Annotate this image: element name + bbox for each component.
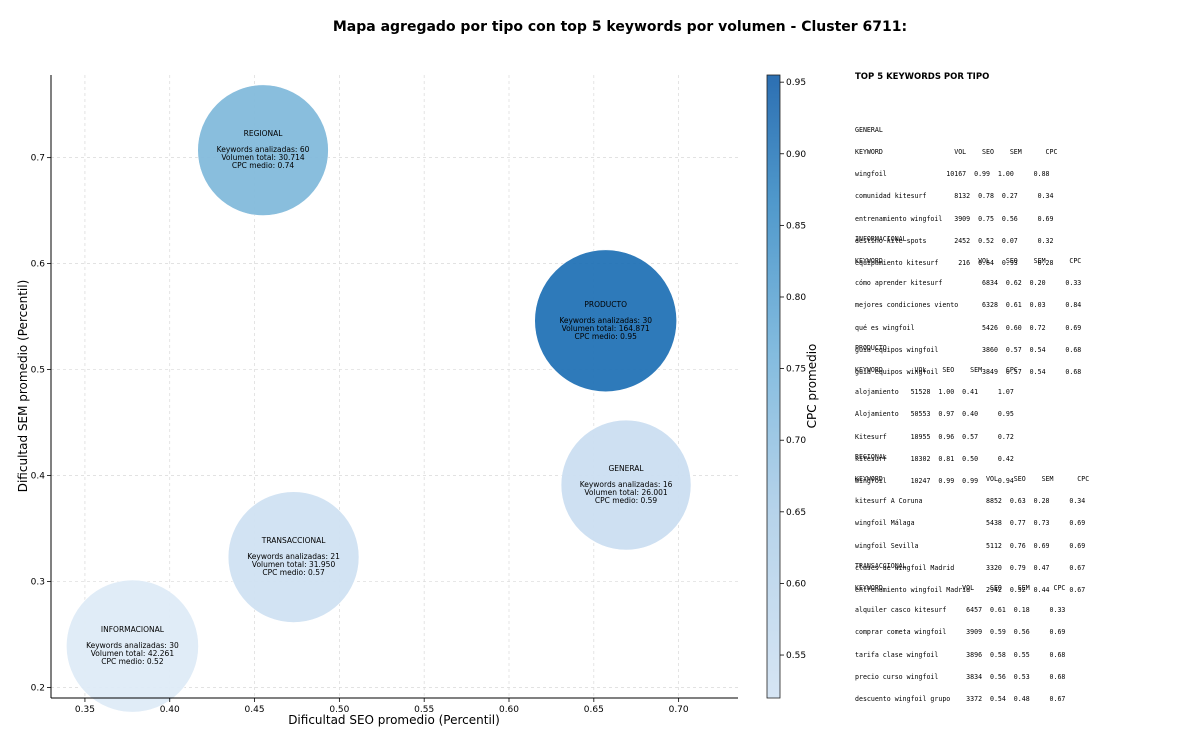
bubble-keywords-label: Keywords analizadas: 30 <box>86 641 179 650</box>
block-type: REGIONAL <box>855 452 887 461</box>
keyword-row: alojamiento 51528 1.00 0.41 1.07 <box>855 388 1014 397</box>
block-header: KEYWORD VOL SEO SEM CPC <box>855 257 1082 266</box>
y-axis-label: Dificultad SEM promedio (Percentil) <box>16 280 30 493</box>
x-tick-label: 0.40 <box>160 705 180 715</box>
keywords-block-transaccional: TRANSACCIONAL KEYWORD VOL SEO SEM CPC al… <box>855 548 1065 718</box>
bubble-type-label: REGIONAL <box>244 129 284 138</box>
y-tick-label: 0.3 <box>31 577 45 587</box>
colorbar-tick-label: 0.65 <box>786 508 806 518</box>
block-type: GENERAL <box>855 125 883 134</box>
bubble-cpc-label: CPC medio: 0.74 <box>232 161 295 170</box>
x-tick-label: 0.60 <box>499 705 519 715</box>
bubble-informacional <box>66 579 199 713</box>
keyword-row: wingfoil Sevilla 5112 0.76 0.69 0.69 <box>855 541 1086 550</box>
keyword-row: wingfoil Málaga 5438 0.77 0.73 0.69 <box>855 519 1086 528</box>
x-tick-label: 0.70 <box>669 705 689 715</box>
keyword-row: Kitesurf 18955 0.96 0.57 0.72 <box>855 432 1014 441</box>
block-type: PRODUCTO <box>855 343 887 352</box>
keyword-row: alquiler casco kitesurf 6457 0.61 0.18 0… <box>855 606 1066 615</box>
keyword-row: qué es wingfoil 5426 0.60 0.72 0.69 <box>855 323 1082 332</box>
colorbar-tick-label: 0.60 <box>786 579 806 589</box>
block-type: TRANSACCIONAL <box>855 561 907 570</box>
bubble-regional <box>197 84 329 216</box>
keywords-block-informacional: INFORMACIONAL KEYWORD VOL SEO SEM CPC có… <box>855 221 1081 391</box>
y-tick-label: 0.4 <box>31 472 46 482</box>
x-tick-label: 0.55 <box>414 705 434 715</box>
top-keywords-panel: TOP 5 KEYWORDS POR TIPO GENERAL KEYWORD … <box>855 72 1185 703</box>
bubble-cpc-label: CPC medio: 0.52 <box>101 657 164 666</box>
bubble-keywords-label: Keywords analizadas: 30 <box>559 316 652 325</box>
bubble-volume-label: Volumen total: 30.714 <box>221 153 305 162</box>
x-axis-label: Dificultad SEO promedio (Percentil) <box>288 713 500 727</box>
keyword-row: guía equipos wingfoil 3860 0.57 0.54 0.6… <box>855 345 1082 354</box>
block-header: KEYWORD VOL SEO SEM CPC <box>855 475 1090 484</box>
bubble-volume-label: Volumen total: 164.871 <box>562 324 650 333</box>
bubble-type-label: GENERAL <box>608 464 644 473</box>
bubble-type-label: PRODUCTO <box>584 300 627 309</box>
block-header: KEYWORD VOL SEO SEM CPC <box>855 584 1066 593</box>
bubble-volume-label: Volumen total: 26.001 <box>584 488 668 497</box>
colorbar-tick-label: 0.75 <box>786 365 806 375</box>
keyword-row: comunidad kitesurf 8132 0.78 0.27 0.34 <box>855 192 1054 201</box>
colorbar-label: CPC promedio <box>805 344 819 429</box>
keyword-row: mejores condiciones viento 6328 0.61 0.0… <box>855 301 1082 310</box>
y-tick-label: 0.5 <box>31 366 45 376</box>
bubble-volume-label: Volumen total: 42.261 <box>91 649 175 658</box>
colorbar-tick-label: 0.90 <box>786 150 806 160</box>
bubble-cpc-label: CPC medio: 0.59 <box>595 496 658 505</box>
keyword-row: destino kite spots 2452 0.52 0.07 0.32 <box>855 236 1054 245</box>
bubble-keywords-label: Keywords analizadas: 21 <box>247 552 340 561</box>
bubble-keywords-label: Keywords analizadas: 16 <box>580 480 673 489</box>
block-header: KEYWORD VOL SEO SEM CPC <box>855 366 1018 375</box>
bubble-volume-label: Volumen total: 31.950 <box>252 560 336 569</box>
y-tick-label: 0.2 <box>31 683 45 693</box>
keywords-block-regional: REGIONAL KEYWORD VOL SEO SEM CPC kitesur… <box>855 439 1089 609</box>
keyword-row: tarifa clase wingfoil 3896 0.58 0.55 0.6… <box>855 650 1066 659</box>
y-tick-label: 0.7 <box>31 154 45 164</box>
panel-heading: TOP 5 KEYWORDS POR TIPO <box>855 72 990 82</box>
keywords-block-producto: PRODUCTO KEYWORD VOL SEO SEM CPC alojami… <box>855 330 1018 500</box>
bubble-type-label: TRANSACCIONAL <box>261 536 326 545</box>
colorbar-tick-label: 0.80 <box>786 293 806 303</box>
keyword-row: Wingfoil 10247 0.99 0.99 0.94 <box>855 477 1014 486</box>
bubble-cpc-label: CPC medio: 0.57 <box>262 568 325 577</box>
keyword-row: descuento wingfoil grupo 3372 0.54 0.48 … <box>855 695 1066 704</box>
chart-title: Mapa agregado por tipo con top 5 keyword… <box>333 19 907 35</box>
x-tick-label: 0.45 <box>245 705 265 715</box>
x-tick-label: 0.65 <box>584 705 604 715</box>
colorbar-tick-label: 0.55 <box>786 651 806 661</box>
bubble-producto <box>534 249 677 393</box>
bubble-type-label: INFORMACIONAL <box>101 625 165 634</box>
y-tick-label: 0.6 <box>31 260 46 270</box>
colorbar-tick-label: 0.70 <box>786 436 806 446</box>
keyword-row: guia equipos wingfoil 3849 0.57 0.54 0.6… <box>855 368 1082 377</box>
colorbar-tick-label: 0.95 <box>786 78 806 88</box>
x-tick-label: 0.50 <box>329 705 349 715</box>
bubble-general <box>560 419 692 551</box>
colorbar-gradient <box>766 74 781 699</box>
bubble-keywords-label: Keywords analizadas: 60 <box>217 145 310 154</box>
keyword-row: kitesurf 18302 0.81 0.50 0.42 <box>855 454 1014 463</box>
bubble-transaccional <box>227 491 360 623</box>
colorbar: 0.55 0.60 0.65 0.70 0.75 0.80 0.85 0.90 0.95 <box>766 74 806 699</box>
keyword-row: comprar cometa wingfoil 3909 0.59 0.56 0… <box>855 628 1066 637</box>
keyword-row: clases de wingfoil Madrid 3320 0.79 0.47… <box>855 563 1086 572</box>
block-type: INFORMACIONAL <box>855 234 907 243</box>
axes: 0.35 0.40 0.45 0.50 0.55 0.60 0.65 0.70 0.2 0.3 0.… <box>31 75 738 715</box>
colorbar-tick-label: 0.85 <box>786 221 806 231</box>
keyword-row: equipamiento kitesurf 216 0.64 0.93 0.28 <box>855 259 1054 268</box>
keyword-row: entrenamiento wingfoil Madrid 2942 0.52 … <box>855 586 1086 595</box>
keyword-row: precio curso wingfoil 3834 0.56 0.53 0.6… <box>855 672 1066 681</box>
x-tick-label: 0.35 <box>75 705 95 715</box>
bubble-cpc-label: CPC medio: 0.95 <box>575 332 638 341</box>
keyword-row: kitesurf A Coruna 8852 0.63 0.28 0.34 <box>855 497 1086 506</box>
keyword-row: wingfoil 10167 0.99 1.00 0.88 <box>855 170 1050 179</box>
block-header: KEYWORD VOL SEO SEM CPC <box>855 148 1058 157</box>
keyword-row: entrenamiento wingfoil 3909 0.75 0.56 0.… <box>855 214 1054 223</box>
keyword-row: cómo aprender kitesurf 6834 0.62 0.20 0.… <box>855 279 1082 288</box>
keywords-block-general: GENERAL KEYWORD VOL SEO SEM CPC wingfoil… <box>855 112 1057 282</box>
keyword-row: Alojamiento 50553 0.97 0.40 0.95 <box>855 410 1014 419</box>
